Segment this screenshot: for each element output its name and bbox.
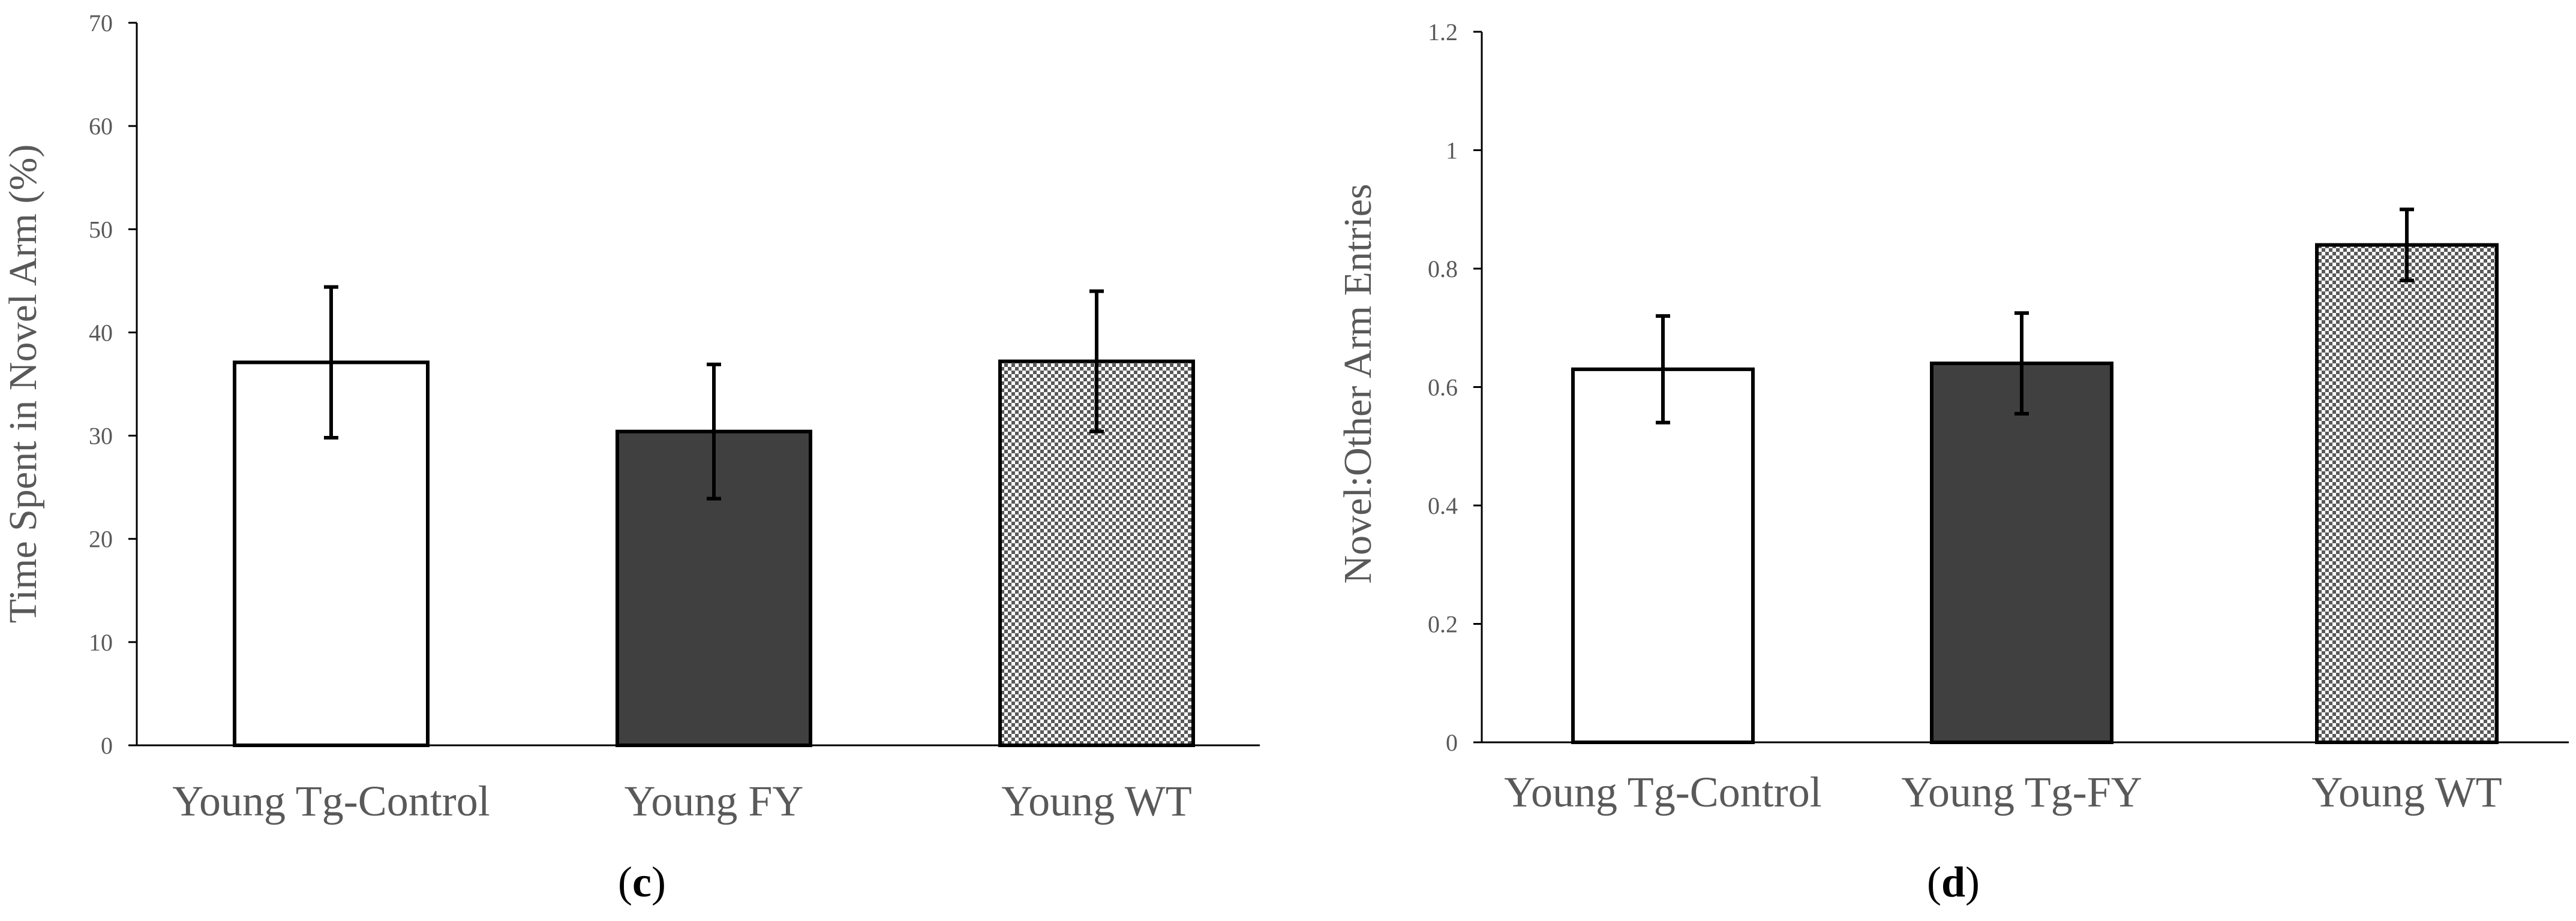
y-tick-label: 30 [89, 423, 113, 450]
category-label: Young WT [1001, 777, 1191, 825]
y-tick-label: 0 [1446, 729, 1458, 756]
category-label: Young WT [2311, 768, 2502, 816]
y-tick-label: 70 [89, 10, 113, 37]
y-tick-label: 0.4 [1428, 492, 1458, 519]
y-tick-label: 60 [89, 113, 113, 140]
panel-c-chart: 0 10 20 30 40 50 60 70 Young Tg-Control Young FY Y… [1, 10, 1260, 906]
category-label: Young Tg-Control [172, 777, 490, 825]
y-tick-label: 1.2 [1428, 19, 1458, 46]
y-axis-title: Novel:Other Arm Entries [1336, 183, 1380, 583]
y-tick-label: 20 [89, 526, 113, 553]
panel-label: (c) [618, 858, 666, 906]
y-tick-label: 10 [89, 629, 113, 656]
category-label: Young Tg-Control [1504, 768, 1821, 816]
bar [1571, 367, 1755, 744]
y-tick-label: 50 [89, 216, 113, 243]
y-axis-title: Time Spent in Novel Arm (%) [1, 145, 45, 624]
bar [1930, 362, 2113, 744]
category-label: Young Tg-FY [1901, 768, 2142, 816]
y-tick-label: 40 [89, 319, 113, 346]
category-label: Young FY [625, 777, 804, 825]
y-tick-label: 1 [1446, 137, 1458, 164]
y-tick-label: 0.2 [1428, 611, 1458, 638]
y-tick-label: 0 [101, 732, 113, 759]
y-tick-label: 0.6 [1428, 374, 1458, 401]
y-tick-label: 0.8 [1428, 255, 1458, 282]
panel-label: (d) [1927, 858, 1980, 906]
bar [2315, 243, 2499, 744]
panel-d-chart: 0 0.2 0.4 0.6 0.8 1 1.2 Young Tg-Control Young T… [1336, 19, 2569, 906]
